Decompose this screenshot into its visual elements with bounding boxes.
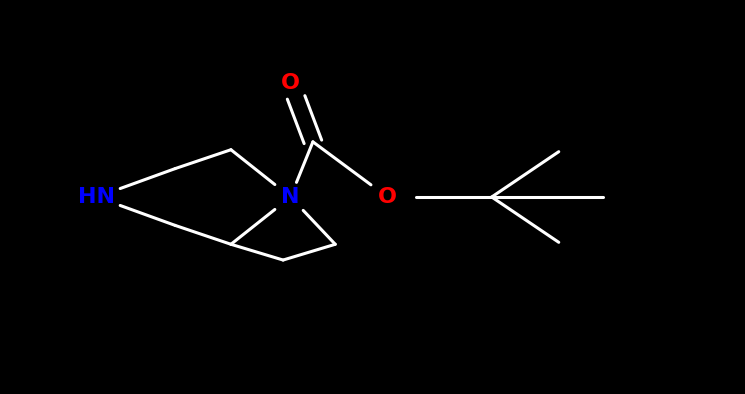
Text: N: N [282,187,299,207]
Text: HN: HN [78,187,115,207]
Text: O: O [378,187,397,207]
Text: O: O [281,73,300,93]
